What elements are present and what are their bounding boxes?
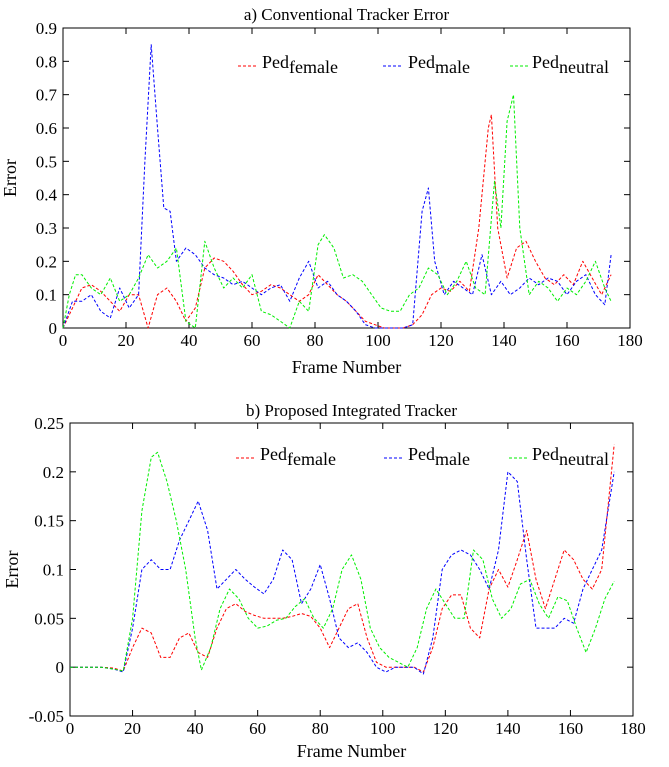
- legend-label-male: Pedmale: [408, 444, 470, 469]
- x-tick-label: 180: [617, 331, 643, 350]
- y-tick-label: -0.05: [29, 707, 64, 726]
- x-tick-label: 60: [249, 719, 266, 738]
- series-line-neutral: [62, 94, 612, 329]
- x-tick-label: 120: [428, 331, 454, 350]
- plot-frame: [69, 422, 634, 717]
- series-line-male: [62, 44, 612, 329]
- x-tick-label: 0: [59, 331, 68, 350]
- legend-label-male: Pedmale: [408, 52, 470, 77]
- series-line-female: [62, 114, 612, 329]
- x-tick-label: 140: [495, 719, 521, 738]
- series-line-female: [70, 444, 615, 673]
- x-tick-label: 80: [307, 331, 324, 350]
- x-tick-label: 160: [554, 331, 580, 350]
- y-tick-label: 0: [56, 658, 65, 677]
- legend-label-female: Pedfemale: [260, 444, 336, 469]
- legend-label-female: Pedfemale: [262, 52, 338, 77]
- y-tick-label: 0.2: [36, 252, 57, 271]
- plot-frame: [62, 27, 631, 329]
- y-tick-label: 0.1: [43, 561, 64, 580]
- chart-title: a) Conventional Tracker Error: [244, 5, 450, 24]
- y-axis-label: Error: [0, 159, 20, 197]
- y-tick-label: 0.8: [36, 52, 57, 71]
- x-tick-label: 0: [66, 719, 75, 738]
- legend-label-neutral: Pedneutral: [532, 52, 609, 77]
- x-tick-label: 20: [118, 331, 135, 350]
- x-tick-label: 20: [124, 719, 141, 738]
- y-tick-label: 0.05: [34, 609, 64, 628]
- x-axis-label: Frame Number: [297, 741, 406, 761]
- x-tick-label: 100: [370, 719, 396, 738]
- chart-panel-1: b) Proposed Integrated Tracker 0 20 40 60 80 1…: [2, 401, 646, 761]
- x-tick-label: 180: [620, 719, 646, 738]
- x-tick-label: 100: [365, 331, 391, 350]
- y-tick-label: 0.5: [36, 152, 57, 171]
- y-tick-label: 0.6: [36, 119, 57, 138]
- x-tick-label: 160: [558, 719, 584, 738]
- y-axis-label: Error: [2, 551, 22, 589]
- y-tick-label: 0.15: [34, 512, 64, 531]
- x-tick-label: 120: [433, 719, 459, 738]
- y-tick-label: 0.2: [43, 463, 64, 482]
- chart-panel-0: a) Conventional Tracker Error 0 20 40 60 80 10…: [0, 5, 643, 377]
- chart-title: b) Proposed Integrated Tracker: [246, 401, 457, 420]
- x-axis-label: Frame Number: [292, 357, 401, 377]
- x-tick-label: 40: [181, 331, 198, 350]
- y-tick-label: 0.9: [36, 19, 57, 38]
- x-tick-label: 140: [491, 331, 517, 350]
- x-tick-label: 80: [312, 719, 329, 738]
- x-tick-label: 40: [187, 719, 204, 738]
- series-line-neutral: [70, 451, 615, 672]
- y-tick-label: 0.3: [36, 219, 57, 238]
- y-tick-label: 0.4: [36, 186, 58, 205]
- legend-label-neutral: Pedneutral: [532, 444, 609, 469]
- y-tick-label: 0.7: [36, 86, 58, 105]
- x-tick-label: 60: [244, 331, 261, 350]
- y-tick-label: 0.1: [36, 286, 57, 305]
- y-tick-label: 0: [49, 319, 58, 338]
- y-tick-label: 0.25: [34, 414, 64, 433]
- series-line-male: [70, 471, 615, 675]
